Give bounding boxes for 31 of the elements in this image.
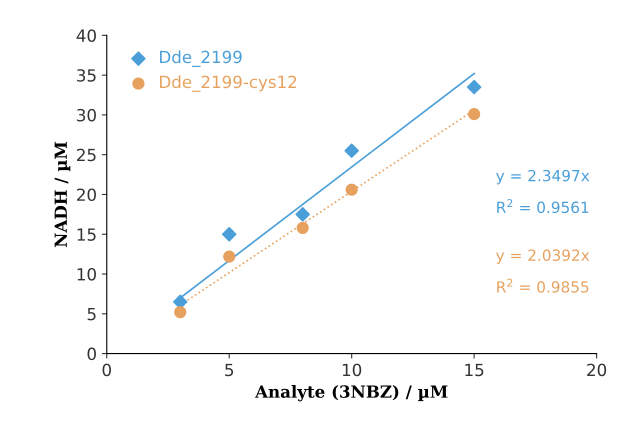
x-tick-label: 20 — [587, 364, 606, 376]
x-tick-label: 15 — [465, 364, 484, 376]
y-tick-label: 0 — [88, 348, 96, 360]
point — [346, 184, 358, 196]
x-tick-label: 0 — [102, 364, 111, 376]
y-tick-label: 30 — [77, 108, 96, 122]
y-tick-label: 40 — [76, 29, 96, 42]
legend-label: Dde_2199 — [160, 50, 242, 67]
point — [295, 207, 310, 222]
x-tick-label: 10 — [342, 364, 362, 376]
y-tick-label: 15 — [78, 228, 96, 241]
point — [344, 143, 359, 158]
y-tick-label: 20 — [77, 188, 96, 202]
point — [468, 108, 480, 120]
y-tick-label: 10 — [78, 268, 96, 281]
y-axis-title: NADH / µM — [54, 142, 70, 248]
annotation: y = 2.3497x — [496, 170, 590, 184]
y-tick-label: 5 — [88, 308, 96, 320]
x-tick-label: 5 — [225, 364, 234, 376]
legend-label: Dde_2199-cys12 — [160, 75, 296, 92]
annotation: R$^{2}$ = 0.9561 — [497, 199, 588, 214]
x-axis-title: Analyte (3NBZ) / µM — [254, 385, 448, 402]
y-tick-label: 35 — [77, 69, 96, 82]
point — [222, 226, 237, 242]
point — [223, 250, 236, 263]
point — [466, 80, 482, 94]
point — [296, 222, 309, 234]
annotation: y = 2.0392x — [496, 249, 590, 264]
point — [174, 306, 186, 318]
y-tick-label: 25 — [77, 148, 96, 162]
annotation: R$^{2}$ = 0.9855 — [497, 278, 588, 293]
